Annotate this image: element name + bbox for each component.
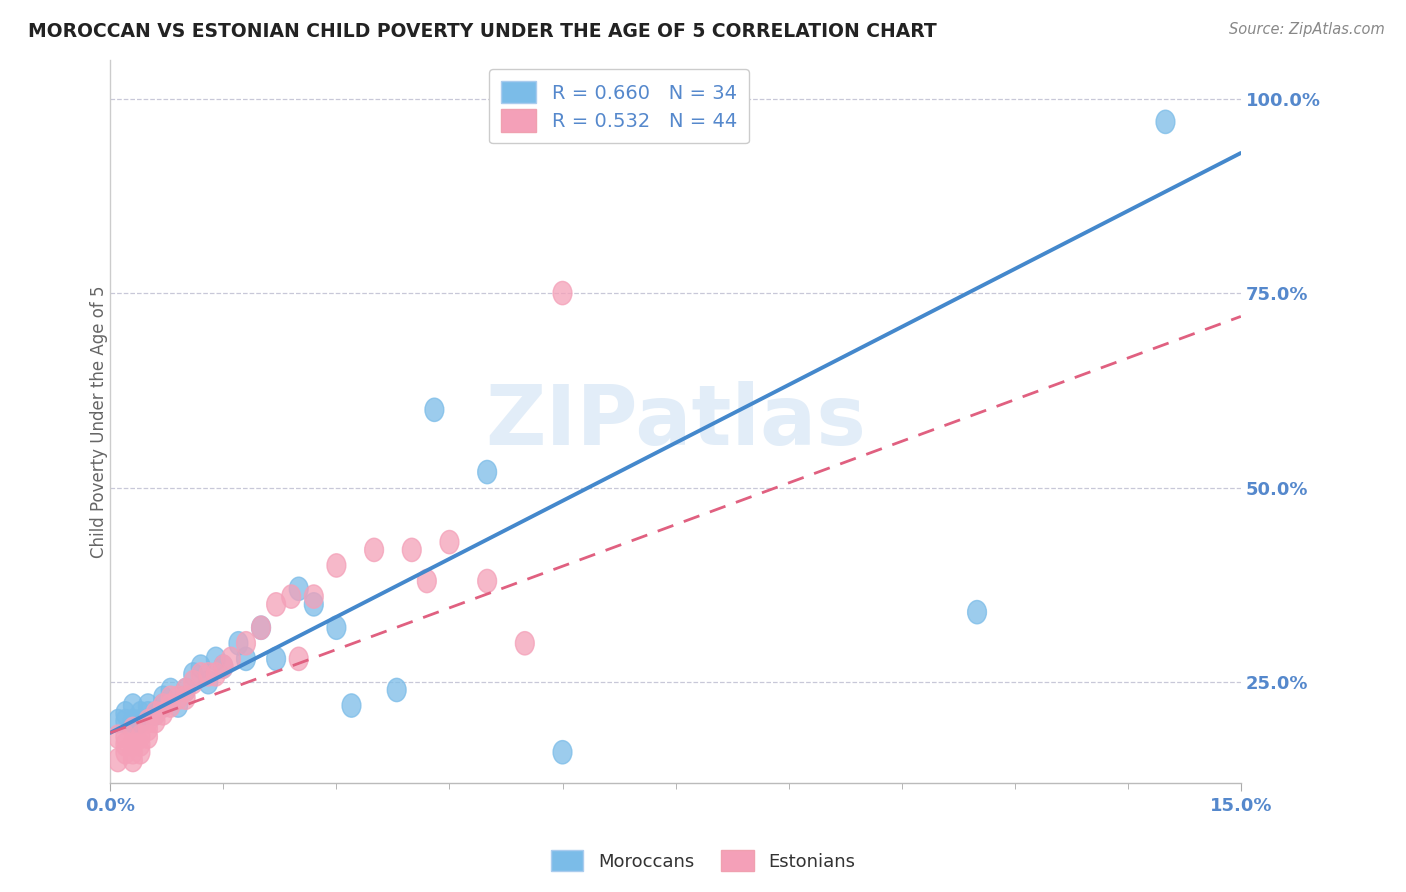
Text: ZIPatlas: ZIPatlas bbox=[485, 381, 866, 462]
Legend: R = 0.660   N = 34, R = 0.532   N = 44: R = 0.660 N = 34, R = 0.532 N = 44 bbox=[489, 70, 748, 144]
Text: MOROCCAN VS ESTONIAN CHILD POVERTY UNDER THE AGE OF 5 CORRELATION CHART: MOROCCAN VS ESTONIAN CHILD POVERTY UNDER… bbox=[28, 22, 936, 41]
Y-axis label: Child Poverty Under the Age of 5: Child Poverty Under the Age of 5 bbox=[90, 285, 108, 558]
Legend: Moroccans, Estonians: Moroccans, Estonians bbox=[544, 843, 862, 879]
Text: Source: ZipAtlas.com: Source: ZipAtlas.com bbox=[1229, 22, 1385, 37]
